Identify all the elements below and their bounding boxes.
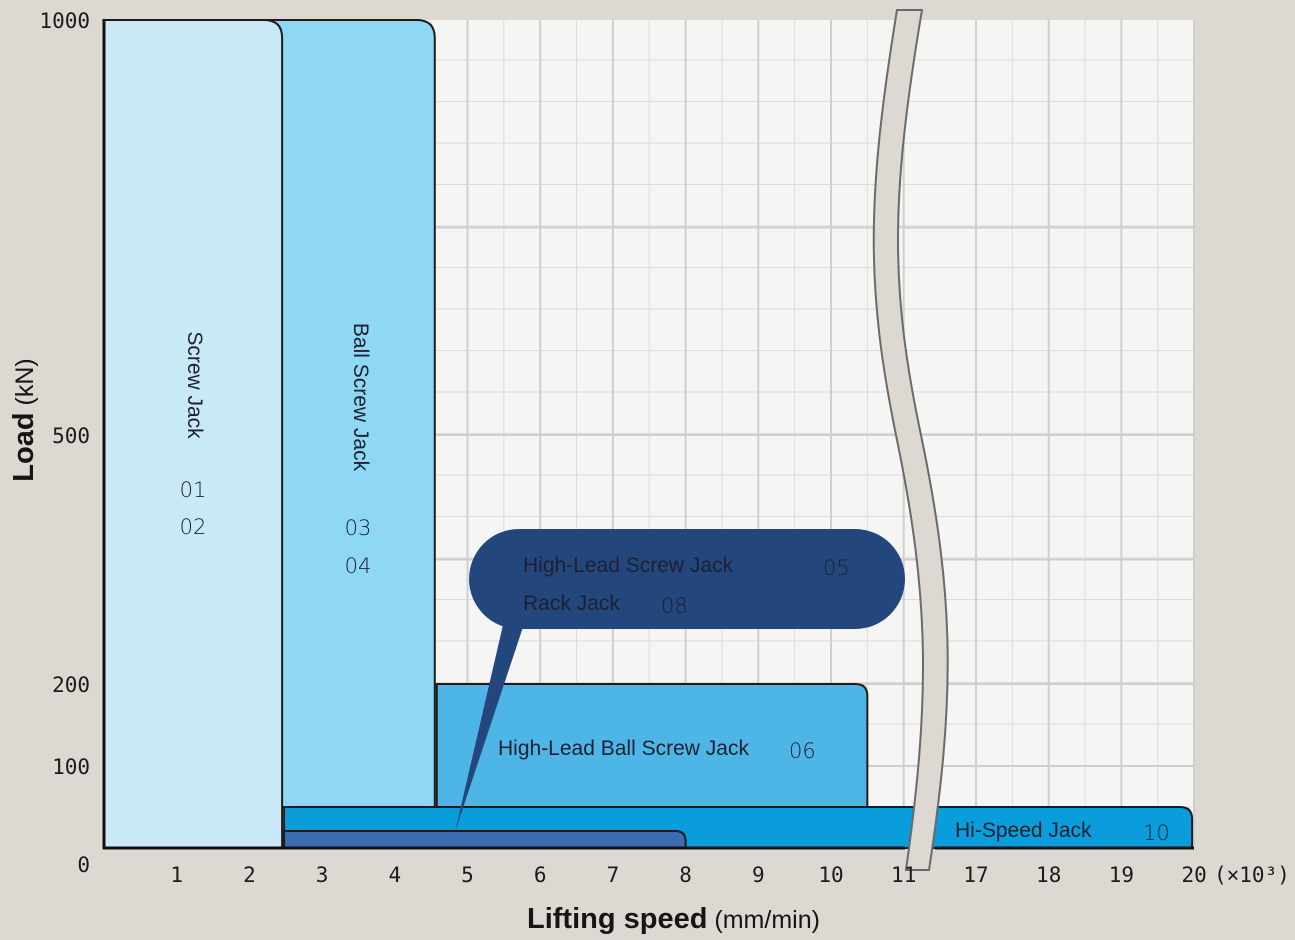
- x-tick-label: 18: [1036, 863, 1061, 887]
- x-tick-label: 10: [818, 863, 843, 887]
- x-tick-label: 4: [388, 863, 401, 887]
- x-tick-label: 2: [243, 863, 256, 887]
- label-ball-screw-jack: Ball Screw Jack: [349, 323, 372, 472]
- callout-pointer: [455, 612, 528, 832]
- y-tick-label: 0: [77, 853, 90, 877]
- y-axis-title: Load (kN): [8, 358, 40, 481]
- x-tick-label: 9: [752, 863, 765, 887]
- number-06: 06: [789, 739, 816, 763]
- x-tick-label: 20: [1181, 863, 1206, 887]
- number-03: 03: [345, 516, 372, 540]
- bar-high-lead-screw-rack-jack: [283, 830, 687, 849]
- number-04: 04: [345, 554, 372, 578]
- axis-break: [872, 9, 949, 871]
- x-tick-label: 19: [1109, 863, 1134, 887]
- x-tick-label: 5: [461, 863, 474, 887]
- label-hi-speed-jack: Hi-Speed Jack: [955, 819, 1092, 842]
- bar-high-lead-ball-screw-jack: [435, 683, 869, 808]
- x-axis-title: Lifting speed (mm/min): [527, 903, 820, 935]
- bar-labels: Screw Jack 01 02 Ball Screw Jack 03 04 High-Le…: [180, 323, 1170, 845]
- x-tick-label: 3: [316, 863, 329, 887]
- number-08: 08: [661, 594, 688, 618]
- callout-bubble: [469, 529, 905, 629]
- x-tick-label: 8: [679, 863, 692, 887]
- label-high-lead-ball-screw-jack: High-Lead Ball Screw Jack: [498, 737, 749, 760]
- number-01: 01: [180, 478, 207, 502]
- number-02: 02: [180, 515, 207, 539]
- y-tick-label: 200: [52, 673, 90, 697]
- axes: 0 100 200 500 1000 1 2 3 4 5 6 7 8 9 10 11 17 18 19 20 (×10³…: [8, 9, 1290, 935]
- y-tick-label: 100: [52, 755, 90, 779]
- x-tick-label: 6: [534, 863, 547, 887]
- x-tick-label: 1: [170, 863, 183, 887]
- x-tick-label: 11: [891, 863, 916, 887]
- bar-screw-jack: [103, 19, 284, 849]
- callout-label-rack-jack: Rack Jack: [523, 592, 620, 615]
- x-tick-label: 17: [963, 863, 988, 887]
- number-10: 10: [1143, 821, 1170, 845]
- x-multiplier: (×10³): [1214, 863, 1290, 887]
- label-screw-jack: Screw Jack: [183, 331, 206, 439]
- bars: [103, 9, 1194, 871]
- x-tick-label: 7: [607, 863, 620, 887]
- callout-label-high-lead-screw-jack: High-Lead Screw Jack: [523, 554, 734, 577]
- y-tick-label: 1000: [39, 9, 90, 33]
- number-05: 05: [823, 556, 850, 580]
- y-tick-label: 500: [52, 424, 90, 448]
